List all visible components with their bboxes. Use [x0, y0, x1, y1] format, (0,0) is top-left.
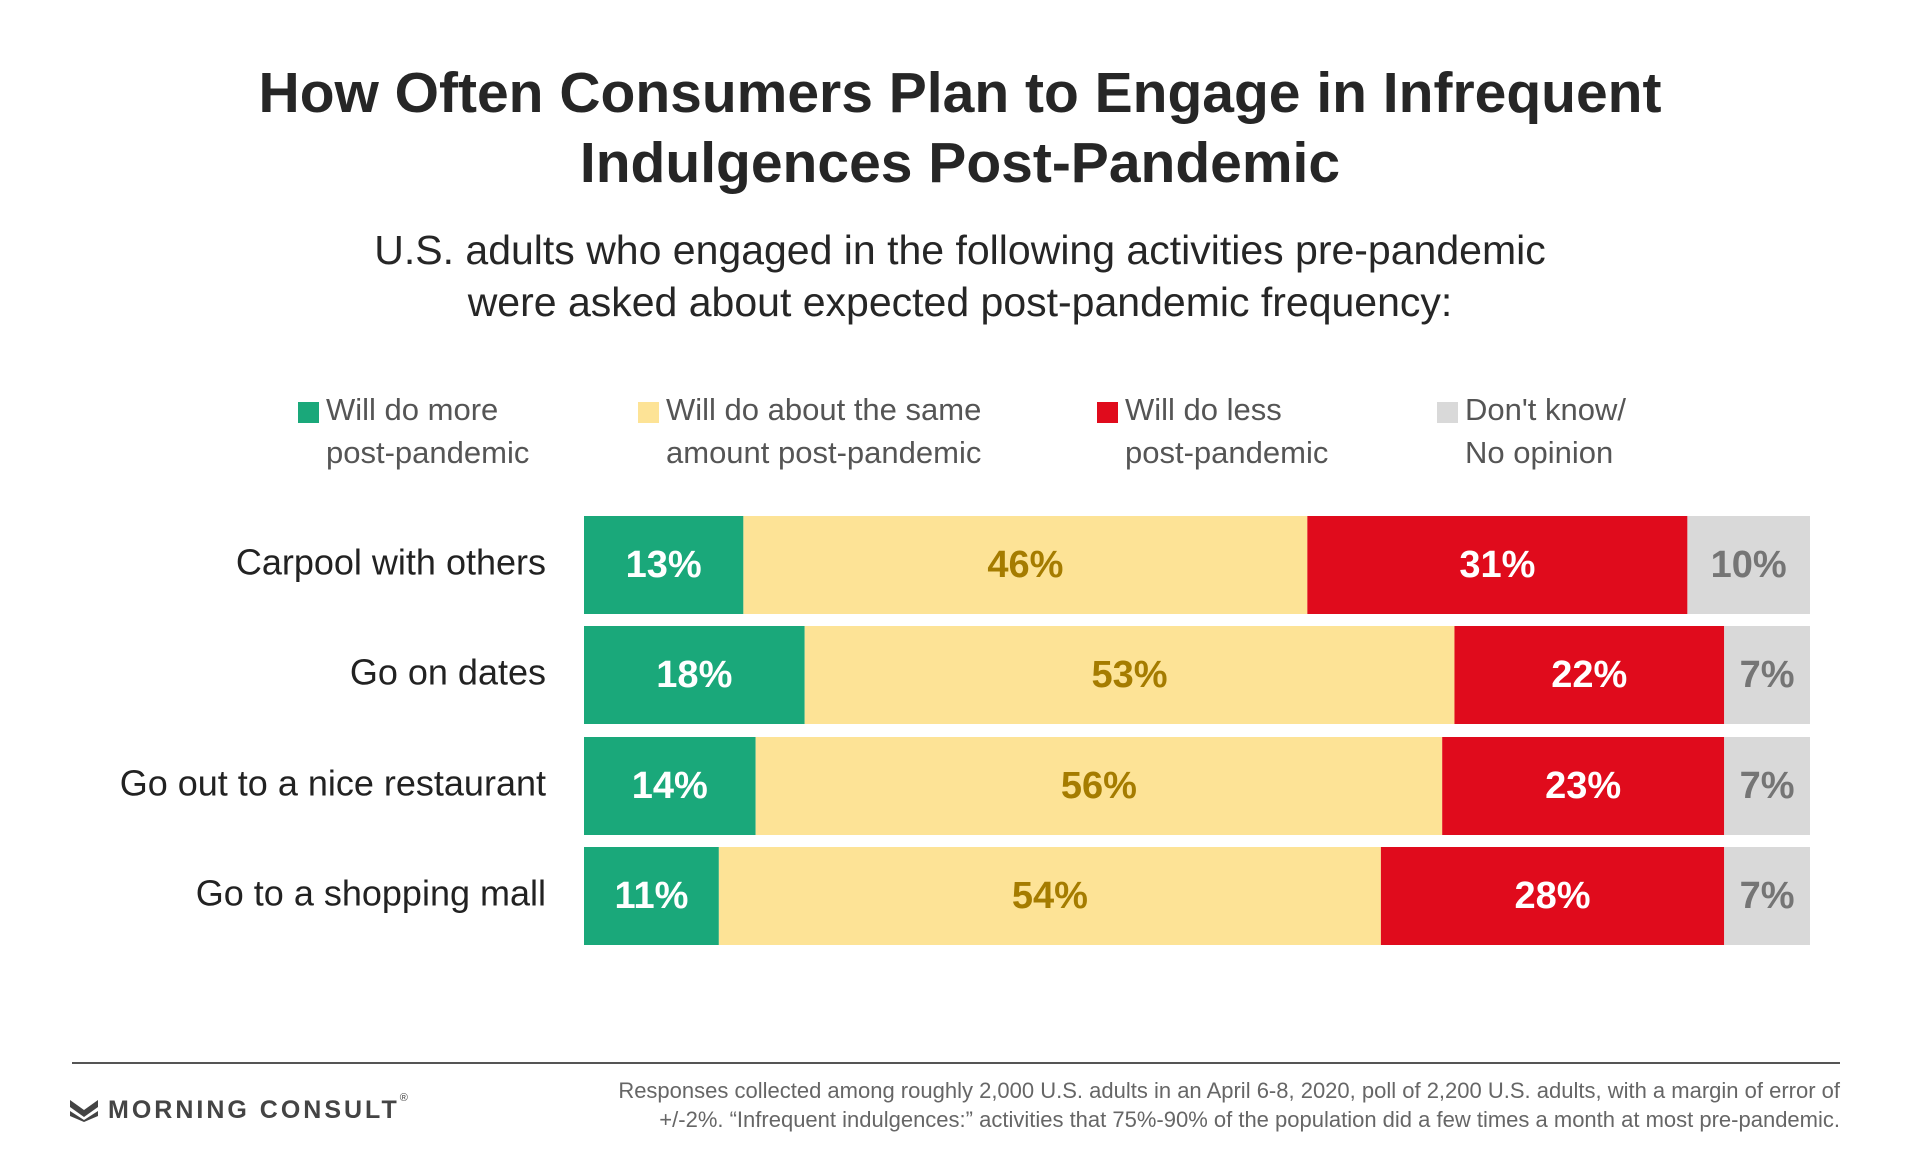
data-label-carpool-with-others-more: 13% [626, 544, 702, 586]
bar-go-out-to-a-nice-restaurant-dont-know [1724, 737, 1810, 835]
legend-label-same: Will do about the same amount post-pande… [666, 388, 981, 474]
category-label-go-out-to-a-nice-restaurant: Go out to a nice restaurant [120, 763, 546, 804]
bar-carpool-with-others-same [743, 516, 1308, 614]
bar-go-on-dates-dont-know [1724, 626, 1810, 724]
category-label-go-on-dates: Go on dates [350, 652, 546, 693]
category-label-carpool-with-others: Carpool with others [236, 542, 546, 583]
bar-carpool-with-others-dont-know [1687, 516, 1810, 614]
data-label-go-out-to-a-nice-restaurant-same: 56% [1061, 765, 1137, 807]
bar-go-to-a-shopping-mall-same [718, 847, 1381, 945]
chart-title: How Often Consumers Plan to Engage in In… [0, 58, 1920, 198]
legend-swatch-same [638, 402, 659, 423]
bar-go-on-dates-less [1454, 626, 1725, 724]
data-label-go-out-to-a-nice-restaurant-less: 23% [1545, 765, 1621, 807]
data-label-go-to-a-shopping-mall-dont-know: 7% [1740, 875, 1795, 917]
legend-label-dont-know: Don't know/ No opinion [1465, 388, 1626, 474]
data-label-go-to-a-shopping-mall-more: 11% [614, 875, 688, 917]
data-label-go-on-dates-same: 53% [1092, 654, 1168, 696]
bar-go-to-a-shopping-mall-more [584, 847, 719, 945]
bar-go-out-to-a-nice-restaurant-less [1442, 737, 1725, 835]
legend-label-same-line-2: amount post-pandemic [666, 435, 982, 470]
chart-subtitle-line-2: were asked about expected post-pandemic … [467, 279, 1453, 325]
bar-go-to-a-shopping-mall-less [1380, 847, 1725, 945]
bar-go-on-dates-same [804, 626, 1455, 724]
legend-label-dont-know-line-2: No opinion [1465, 435, 1614, 470]
chart-title-line-2: Indulgences Post-Pandemic [579, 131, 1341, 195]
category-label-go-to-a-shopping-mall: Go to a shopping mall [196, 873, 546, 914]
data-label-go-out-to-a-nice-restaurant-dont-know: 7% [1740, 765, 1795, 807]
footnote-line-2: +/-2%. “Infrequent indulgences:” activit… [659, 1107, 1840, 1132]
morning-consult-logo-icon [70, 1100, 98, 1122]
legend-label-less: Will do less post-pandemic [1125, 388, 1328, 474]
legend-label-more-line-2: post-pandemic [326, 435, 530, 470]
data-label-go-on-dates-less: 22% [1551, 654, 1627, 696]
morning-consult-logo: MORNING CONSULT ® [70, 1092, 408, 1126]
legend-swatch-less [1097, 402, 1118, 423]
data-label-go-on-dates-dont-know: 7% [1740, 654, 1795, 696]
legend-label-more-line-1: Will do more [326, 392, 499, 427]
logo-wordmark: MORNING CONSULT [108, 1095, 400, 1124]
legend-label-more: Will do more post-pandemic [326, 388, 529, 474]
data-label-carpool-with-others-less: 31% [1459, 544, 1535, 586]
data-label-go-to-a-shopping-mall-less: 28% [1515, 875, 1591, 917]
bar-carpool-with-others-more [584, 516, 744, 614]
bar-carpool-with-others-less [1307, 516, 1688, 614]
legend-label-less-line-1: Will do less [1125, 392, 1282, 427]
legend-label-same-line-1: Will do about the same [666, 392, 982, 427]
footnote: Responses collected among roughly 2,000 … [618, 1076, 1840, 1134]
legend-label-dont-know-line-1: Don't know/ [1465, 392, 1626, 427]
data-label-carpool-with-others-dont-know: 10% [1711, 544, 1787, 586]
data-label-go-to-a-shopping-mall-same: 54% [1012, 875, 1088, 917]
data-label-carpool-with-others-same: 46% [987, 544, 1063, 586]
data-label-go-out-to-a-nice-restaurant-more: 14% [632, 765, 708, 807]
footer-divider [72, 1062, 1840, 1064]
chart-subtitle: U.S. adults who engaged in the following… [0, 224, 1920, 328]
logo-registered-mark: ® [399, 1092, 408, 1104]
chart-title-line-1: How Often Consumers Plan to Engage in In… [258, 61, 1662, 125]
chart-subtitle-line-1: U.S. adults who engaged in the following… [374, 227, 1546, 273]
bar-go-out-to-a-nice-restaurant-same [755, 737, 1443, 835]
legend-swatch-dont-know [1437, 402, 1458, 423]
bar-go-out-to-a-nice-restaurant-more [584, 737, 756, 835]
bar-go-on-dates-more [584, 626, 805, 724]
footnote-line-1: Responses collected among roughly 2,000 … [618, 1078, 1840, 1103]
legend-label-less-line-2: post-pandemic [1125, 435, 1329, 470]
bar-go-to-a-shopping-mall-dont-know [1724, 847, 1810, 945]
legend-swatch-more [298, 402, 319, 423]
data-label-go-on-dates-more: 18% [656, 654, 732, 696]
